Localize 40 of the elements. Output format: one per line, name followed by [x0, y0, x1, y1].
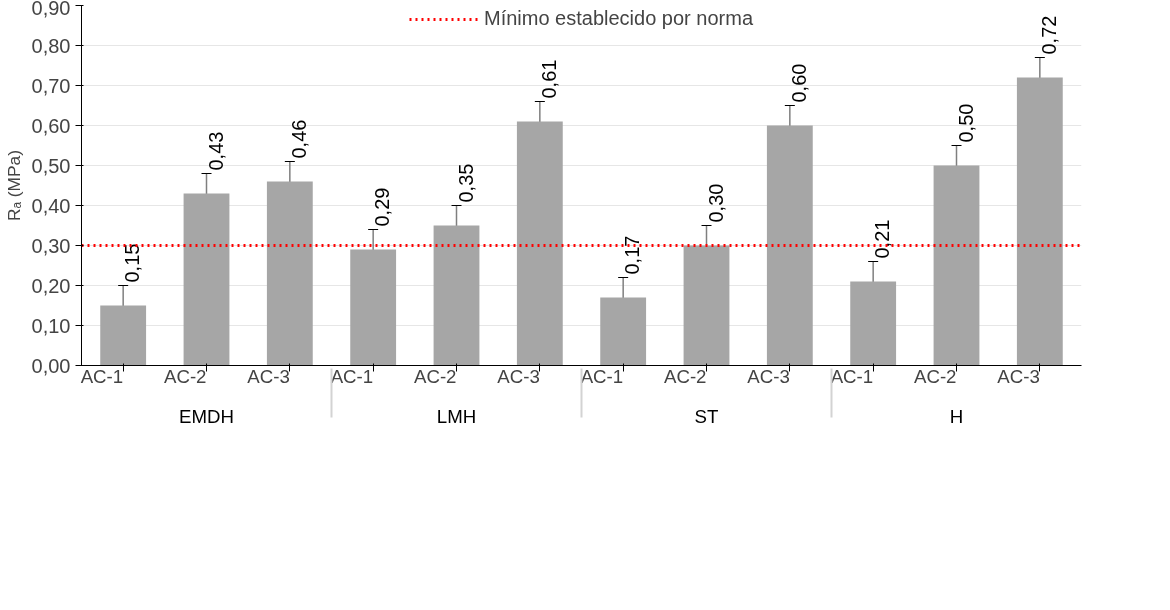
data-label: 0,50 [954, 103, 977, 143]
y-tick-label: 0,20 [31, 274, 71, 297]
text: ST [694, 405, 719, 427]
data-label: 0,35 [454, 163, 477, 203]
x-tick-label: AC-2 [164, 366, 207, 387]
data-label: 0,72 [1037, 15, 1060, 55]
text: EMDH [179, 405, 234, 427]
x-tick-label: AC-2 [414, 366, 457, 387]
x-tick-label: AC-3 [497, 366, 540, 387]
data-label: 0,21 [871, 219, 894, 259]
x-tick-label: AC-1 [830, 366, 874, 387]
y-axis-title: Rₐ (MPa) [3, 150, 24, 221]
x-tick-label: AC-1 [580, 366, 624, 387]
data-label: 0,17 [621, 235, 644, 275]
data-label: 0,61 [537, 59, 560, 99]
data-label: 0,29 [371, 187, 394, 227]
y-tick-label: 0,50 [31, 154, 71, 177]
x-tick-label: AC-2 [914, 366, 957, 387]
y-tick-label: 0,00 [31, 354, 71, 377]
x-tick-label: AC-1 [330, 366, 374, 387]
x-tick-label: AC-1 [80, 366, 124, 387]
x-tick-label: AC-3 [247, 366, 290, 387]
x-tick-label: AC-3 [997, 366, 1040, 387]
y-tick-label: 0,40 [31, 194, 71, 217]
x-tick-label: AC-3 [747, 366, 790, 387]
y-tick-label: 0,10 [31, 314, 71, 337]
legend-label: Mínimo establecido por norma [483, 7, 754, 30]
data-label: 0,30 [704, 183, 727, 223]
data-label: 0,15 [121, 243, 144, 283]
text: LMH [436, 405, 477, 427]
y-tick-label: 0,90 [31, 0, 71, 19]
y-tick-label: 0,70 [31, 74, 71, 97]
x-tick-label: AC-2 [664, 366, 707, 387]
y-tick-label: 0,30 [31, 234, 71, 257]
y-tick-label: 0,80 [31, 34, 71, 57]
text: H [949, 405, 964, 427]
data-label: 0,60 [787, 63, 810, 103]
data-label: 0,43 [204, 131, 227, 171]
data-label: 0,46 [287, 119, 310, 159]
y-tick-label: 0,60 [31, 114, 71, 137]
